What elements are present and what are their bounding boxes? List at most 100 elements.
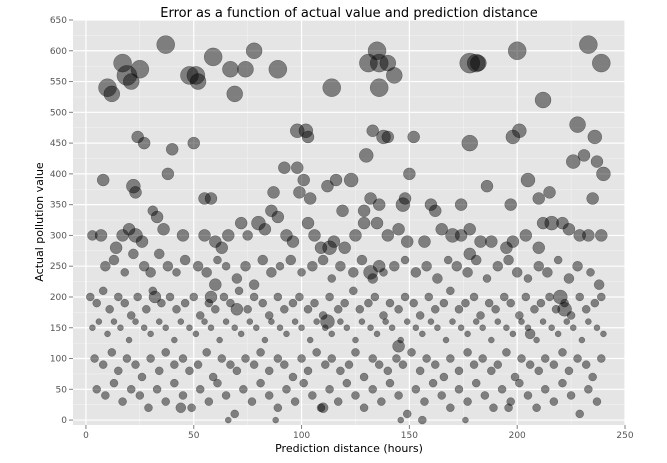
data-point — [359, 148, 374, 163]
data-point — [179, 254, 191, 266]
data-point — [265, 391, 274, 400]
data-point — [557, 302, 572, 317]
data-point — [261, 336, 269, 344]
x-axis-ticks: 0 50 100 150 200 250 — [83, 425, 634, 441]
data-point — [515, 311, 524, 320]
data-point — [329, 173, 343, 187]
data-point — [532, 241, 545, 254]
data-point — [161, 348, 170, 357]
data-point — [328, 330, 335, 338]
data-point — [308, 229, 321, 242]
data-point — [382, 318, 389, 325]
data-point — [293, 186, 306, 199]
data-point — [530, 305, 539, 314]
data-point — [138, 261, 150, 272]
data-point — [541, 385, 550, 394]
data-point — [299, 378, 308, 388]
data-point — [510, 372, 520, 382]
data-point — [192, 261, 204, 272]
data-point — [370, 216, 384, 230]
data-point — [394, 391, 403, 400]
data-point — [369, 53, 389, 73]
data-point — [178, 354, 188, 363]
data-point — [221, 391, 231, 400]
data-point — [363, 265, 378, 280]
data-point — [485, 235, 498, 248]
data-point — [506, 235, 520, 248]
data-point — [342, 378, 352, 388]
data-point — [176, 229, 190, 242]
data-point — [171, 336, 178, 344]
y-axis-ticks: 0 50 100 150 200 250 300 350 400 450 500 550 600 650 — [50, 16, 73, 426]
data-point — [435, 223, 448, 236]
data-point — [403, 167, 416, 181]
data-point — [109, 241, 123, 254]
data-point — [172, 305, 181, 314]
data-point — [352, 336, 359, 344]
data-point — [249, 360, 259, 369]
data-point — [303, 366, 313, 376]
data-point — [459, 52, 480, 74]
data-point — [98, 360, 108, 369]
data-point — [553, 289, 568, 305]
data-point — [217, 354, 226, 363]
data-point — [385, 378, 395, 388]
data-point — [364, 298, 373, 308]
data-point — [245, 42, 263, 59]
x-tick-label: 250 — [616, 431, 633, 441]
data-point — [403, 409, 412, 419]
data-point — [597, 292, 606, 302]
data-point — [273, 354, 283, 363]
data-point — [118, 397, 127, 406]
data-point — [201, 318, 208, 325]
data-point — [454, 229, 468, 242]
data-point — [563, 273, 575, 284]
data-point — [357, 216, 371, 230]
data-point — [156, 318, 163, 325]
data-point — [165, 143, 179, 156]
data-point — [474, 235, 487, 248]
data-point — [439, 372, 449, 382]
x-tick-label: 150 — [401, 431, 418, 441]
data-point — [373, 330, 381, 338]
data-point — [410, 267, 422, 278]
data-point — [105, 305, 114, 314]
data-point — [94, 229, 108, 242]
data-point — [549, 360, 559, 369]
data-point — [154, 248, 165, 260]
data-point — [586, 268, 595, 277]
data-point — [123, 73, 140, 90]
data-point — [549, 397, 559, 406]
data-point — [198, 192, 211, 205]
data-point — [203, 47, 223, 67]
data-point — [407, 130, 420, 144]
data-point — [155, 366, 164, 376]
data-point — [288, 298, 298, 308]
data-point — [152, 385, 162, 394]
data-point — [237, 61, 254, 78]
data-point — [596, 166, 611, 182]
data-point — [122, 354, 132, 363]
data-point — [193, 360, 203, 369]
data-point — [454, 385, 464, 394]
data-point — [388, 324, 396, 331]
data-point — [92, 385, 101, 394]
data-point — [215, 241, 228, 254]
data-point — [128, 248, 139, 260]
x-tick-label: 200 — [509, 431, 526, 441]
data-point — [338, 241, 351, 254]
data-point — [237, 330, 245, 338]
data-point — [584, 385, 593, 394]
data-point — [286, 235, 300, 248]
data-point — [86, 292, 95, 302]
data-point — [178, 391, 188, 400]
data-point — [135, 391, 145, 400]
data-point — [502, 348, 511, 357]
data-point — [519, 229, 533, 242]
data-point — [267, 186, 280, 199]
data-point — [306, 336, 314, 344]
data-point — [132, 318, 139, 325]
data-point — [104, 330, 111, 338]
data-point — [509, 330, 517, 338]
